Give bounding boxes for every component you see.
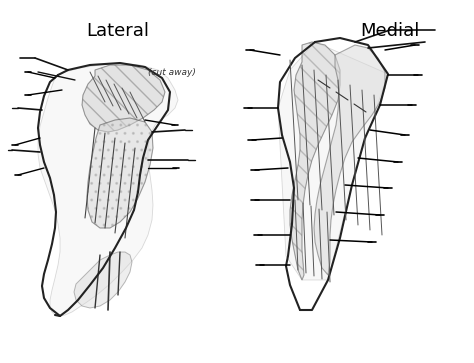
Polygon shape xyxy=(74,252,132,308)
Polygon shape xyxy=(87,118,153,228)
Polygon shape xyxy=(290,42,340,280)
Text: (cut away): (cut away) xyxy=(148,68,196,77)
Polygon shape xyxy=(314,45,385,275)
Polygon shape xyxy=(278,42,388,280)
Polygon shape xyxy=(82,65,165,132)
Polygon shape xyxy=(38,63,178,316)
Text: Medial: Medial xyxy=(360,22,419,40)
Text: Lateral: Lateral xyxy=(86,22,149,40)
